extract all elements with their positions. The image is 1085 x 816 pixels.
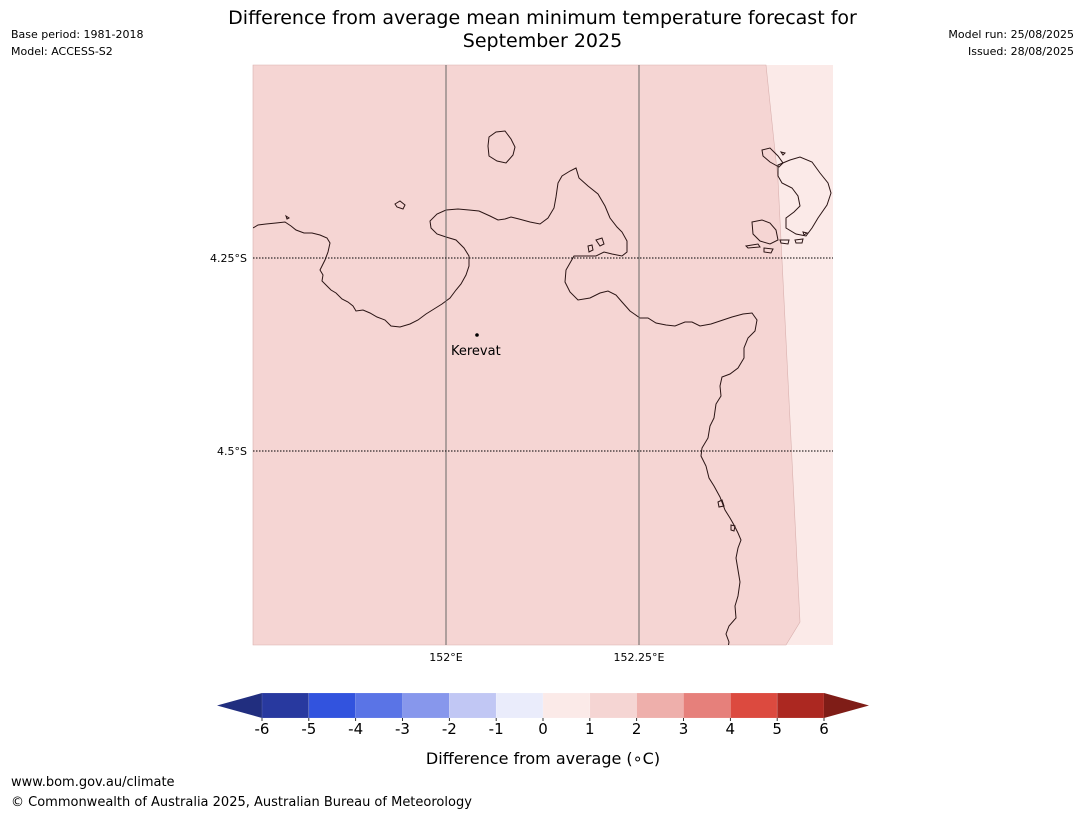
colorbar-cell: [776, 692, 825, 719]
lon-label-152: 152°E: [429, 651, 462, 664]
kerevat-label: Kerevat: [451, 344, 501, 359]
colorbar-cell: [730, 692, 778, 719]
colorbar-cell: [683, 692, 731, 719]
colorbar-tick-label: -6: [255, 720, 270, 738]
colorbar-cell: [402, 692, 450, 719]
colorbar-over-arrow: [824, 693, 869, 718]
colorbar-tick-label: 3: [679, 720, 689, 738]
map-gridlines: [253, 65, 833, 645]
model-text: Model: ACCESS-S2: [11, 45, 113, 58]
colorbar-tick-label: -1: [489, 720, 504, 738]
colorbar-cell: [589, 692, 637, 719]
issued-text: Issued: 28/08/2025: [967, 45, 1074, 58]
colorbar-cell: [308, 692, 356, 719]
colorbar-tick-label: -4: [348, 720, 363, 738]
kerevat-marker: [475, 333, 479, 337]
footer-copyright: © Commonwealth of Australia 2025, Austra…: [11, 795, 472, 810]
colorbar-cell: [355, 692, 403, 719]
header-meta-left: Base period: 1981-2018 Model: ACCESS-S2: [11, 26, 143, 60]
base-period-text: Base period: 1981-2018: [11, 28, 144, 41]
colorbar-tick-label: 1: [585, 720, 595, 738]
colorbar-label: Difference from average (∘C): [426, 749, 660, 768]
map-title: Difference from average mean minimum tem…: [150, 7, 935, 53]
colorbar-tick-label: 4: [726, 720, 736, 738]
footer-url: www.bom.gov.au/climate: [11, 775, 175, 790]
colorbar-cell: [636, 692, 684, 719]
lat-label-4-5: 4.5°S: [217, 445, 247, 458]
map-fill-main-region: [252, 64, 801, 646]
colorbar-tick-label: 0: [538, 720, 548, 738]
lat-label-4-25: 4.25°S: [210, 252, 247, 265]
title-line-1: Difference from average mean minimum tem…: [228, 7, 857, 29]
coastline: [253, 130, 832, 645]
colorbar-under-arrow: [217, 693, 262, 718]
colorbar-tick-label: -5: [301, 720, 316, 738]
colorbar-cell: [495, 692, 544, 719]
lon-label-152-25: 152.25°E: [614, 651, 665, 664]
map-panel: Kerevat 4.25°S 4.5°S 152°E 152.25°E: [210, 64, 833, 664]
colorbar-cell: [542, 692, 591, 719]
colorbar: -6 -5 -4 -3 -2 -1 0 1 2 3 4 5 6 Difference from aver…: [217, 692, 869, 768]
title-line-2: September 2025: [462, 30, 623, 52]
colorbar-tick-label: -2: [442, 720, 457, 738]
colorbar-tick-label: 2: [632, 720, 642, 738]
colorbar-tick-label: -3: [395, 720, 410, 738]
model-run-text: Model run: 25/08/2025: [948, 28, 1074, 41]
colorbar-cell: [449, 692, 497, 719]
colorbar-tick-label: 5: [772, 720, 782, 738]
header-meta-right: Model run: 25/08/2025 Issued: 28/08/2025: [948, 26, 1074, 60]
colorbar-cell: [261, 692, 310, 719]
colorbar-tick-label: 6: [819, 720, 829, 738]
